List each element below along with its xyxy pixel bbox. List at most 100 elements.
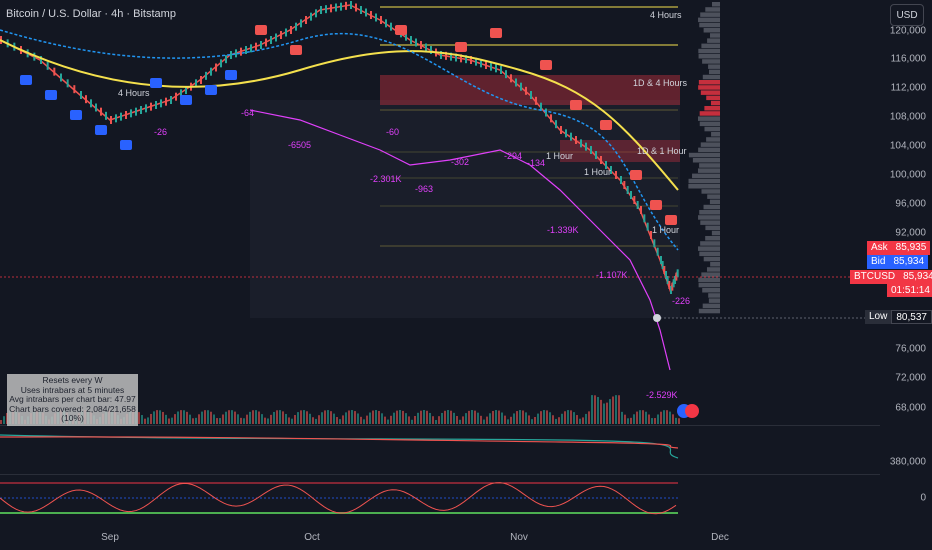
volume-profile-bar [692,158,720,163]
candle [140,106,142,114]
candle [595,151,597,159]
volume-bar [447,410,449,424]
volume-bar [633,414,635,424]
candle [155,101,157,109]
volume-bar [204,410,206,424]
volume-profile-bar [688,184,720,189]
volume-profile-bar [704,106,720,111]
volume-bar [159,410,161,424]
volume-profile-bar [698,80,720,85]
vwap-line [0,29,679,251]
volume-bar [615,395,617,424]
volume-bar [540,411,542,424]
volume-bar [303,410,305,424]
candle [315,9,317,18]
volume-bar [495,410,497,424]
volume-bar [492,410,494,424]
candle [295,22,297,31]
candle [555,120,557,129]
candle [210,67,212,76]
volume-bar [423,410,425,424]
candle [200,76,202,84]
delta-label: -302 [451,157,470,167]
price-tick: 68,000 [895,402,926,414]
volume-bar [306,411,308,424]
price-tick: 72,000 [895,372,926,384]
candle [120,112,122,121]
volume-bar [366,415,368,424]
currency-button[interactable]: USD [890,4,924,26]
volume-bar [537,413,539,424]
candle [85,95,87,104]
volume-bar [294,415,296,424]
volume-bar [675,417,677,424]
candle [245,46,247,54]
volume-bar [654,418,656,424]
candle [545,108,547,117]
volume-bar [222,414,224,424]
volume-profile-bar [699,210,720,215]
volume-bar [510,416,512,424]
volume-bar [249,411,251,424]
buy-marker [95,125,107,135]
volume-bar [225,411,227,424]
volume-bar [525,412,527,424]
volume-profile-bar [698,54,720,59]
chart-title: Bitcoin / U.S. Dollar · 4h · Bitstamp [6,8,176,20]
time-tick: Sep [101,532,119,543]
info-line: Uses intrabars at 5 minutes [20,384,125,395]
volume-bar [357,413,359,424]
volume-bar [606,402,608,424]
volume-profile-bar [699,251,720,257]
chart-pane[interactable] [0,0,880,550]
candle [125,111,127,119]
volume-bar [516,411,518,424]
candle [165,97,167,106]
volume-bar [177,411,179,424]
volume-bar [504,415,506,424]
candle [643,214,646,223]
volume-bar [498,410,500,424]
volume-bar [594,395,596,424]
volume-profile-bar [703,28,720,33]
candle [470,56,472,64]
volume-profile-bar [698,147,720,153]
sell-marker [255,25,267,35]
volume-bar [147,417,149,424]
volume-bar [573,412,575,424]
candle [60,73,62,82]
candle [510,74,512,83]
volume-bar [252,410,254,424]
economic-event-icon [685,404,699,418]
volume-bar [561,413,563,424]
tf-label: 4 Hours [650,10,682,20]
volume-bar [354,411,356,424]
candle [670,286,672,294]
candle [320,6,322,14]
volume-bar [543,410,545,424]
sell-marker [540,60,552,70]
time-tick: Nov [510,532,528,543]
tf-label: 1 Hour [652,225,680,235]
candle [145,104,147,113]
volume-profile-bar [698,277,720,283]
candle [630,191,632,199]
indicator-info-box: Resets every W Uses intrabars at 5 minut… [7,374,138,426]
volume-bar [174,414,176,424]
candle [115,114,117,123]
buy-marker [45,90,57,100]
volume-bar [462,416,464,424]
volume-bar [237,414,239,424]
sell-marker [395,25,407,35]
delta-label: -963 [415,184,434,194]
candle [515,78,517,87]
delta-label: -60 [386,127,400,137]
candle [663,266,666,274]
volume-profile-bar [688,152,720,158]
candle [340,2,342,11]
price-axis[interactable]: 120,000 116,000 112,000 108,000 104,000 … [880,0,932,550]
ema-line [0,39,679,191]
price-chart-canvas[interactable] [0,0,880,550]
volume-bar [552,415,554,424]
candle [653,239,656,248]
